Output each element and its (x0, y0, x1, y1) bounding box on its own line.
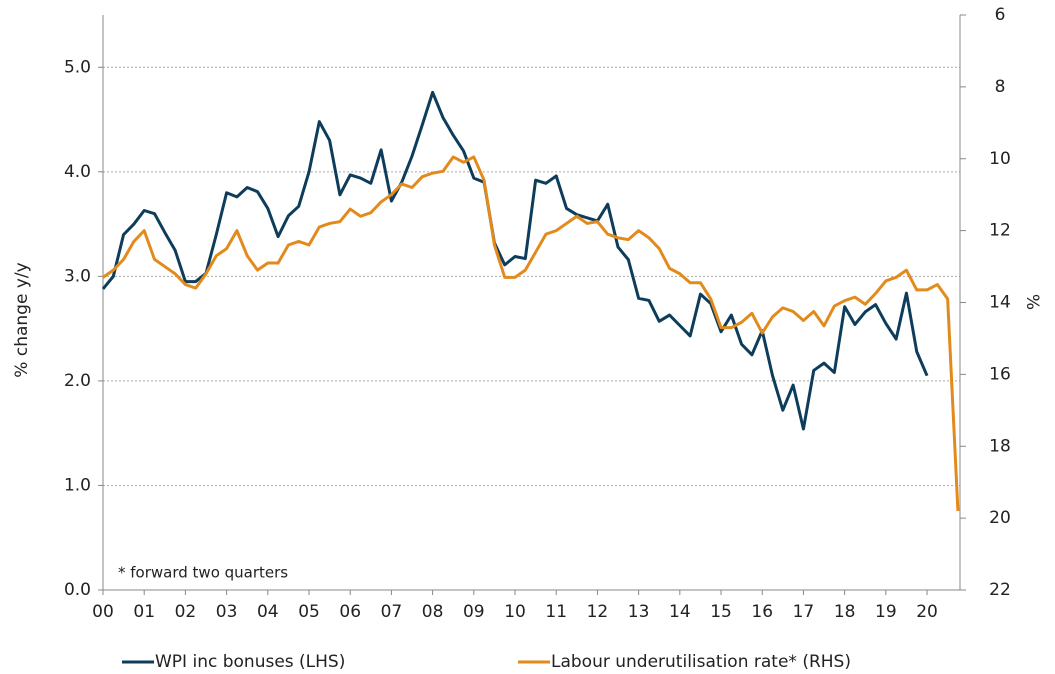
x-tick-label: 05 (298, 602, 320, 622)
x-tick-label: 17 (793, 602, 815, 622)
y2-tick-label: 10 (989, 149, 1011, 169)
x-tick-label: 10 (504, 602, 526, 622)
x-tick-label: 18 (834, 602, 856, 622)
x-tick-label: 06 (339, 602, 361, 622)
y-tick-label: 0.0 (64, 580, 91, 600)
y-tick-label: 1.0 (64, 475, 91, 495)
x-tick-label: 01 (133, 602, 155, 622)
x-tick-label: 13 (628, 602, 650, 622)
x-tick-label: 00 (92, 602, 114, 622)
y2-axis-label: % (1022, 294, 1042, 310)
x-tick-label: 11 (545, 602, 567, 622)
y2-tick-label: 14 (989, 293, 1011, 313)
y-tick-label: 5.0 (64, 57, 91, 77)
x-tick-label: 15 (710, 602, 732, 622)
y2-tick-label: 12 (989, 221, 1011, 241)
x-tick-label: 19 (875, 602, 897, 622)
y-tick-label: 3.0 (64, 266, 91, 286)
annotation: * forward two quarters (118, 564, 288, 582)
x-tick-label: 07 (381, 602, 403, 622)
y2-tick-label: 20 (989, 508, 1011, 528)
series-line (102, 155, 960, 512)
y-axis-label: % change y/y (12, 262, 32, 377)
legend-label: Labour underutilisation rate* (RHS) (551, 652, 851, 672)
y2-tick-label: 8 (995, 77, 1006, 97)
y2-tick-label: 6 (995, 5, 1006, 25)
y2-tick-label: 18 (989, 436, 1011, 456)
y2-tick-label: 22 (989, 580, 1011, 600)
x-tick-label: 20 (916, 602, 938, 622)
legend-label: WPI inc bonuses (LHS) (155, 652, 345, 672)
x-tick-label: 04 (257, 602, 279, 622)
y-tick-label: 4.0 (64, 162, 91, 182)
x-tick-label: 08 (422, 602, 444, 622)
series-line (101, 90, 929, 431)
x-tick-label: 16 (751, 602, 773, 622)
x-tick-label: 12 (587, 602, 609, 622)
y-tick-label: 2.0 (64, 371, 91, 391)
x-tick-label: 09 (463, 602, 485, 622)
x-tick-label: 14 (669, 602, 691, 622)
y2-tick-label: 16 (989, 364, 1011, 384)
x-tick-label: 02 (175, 602, 197, 622)
x-tick-label: 03 (216, 602, 238, 622)
